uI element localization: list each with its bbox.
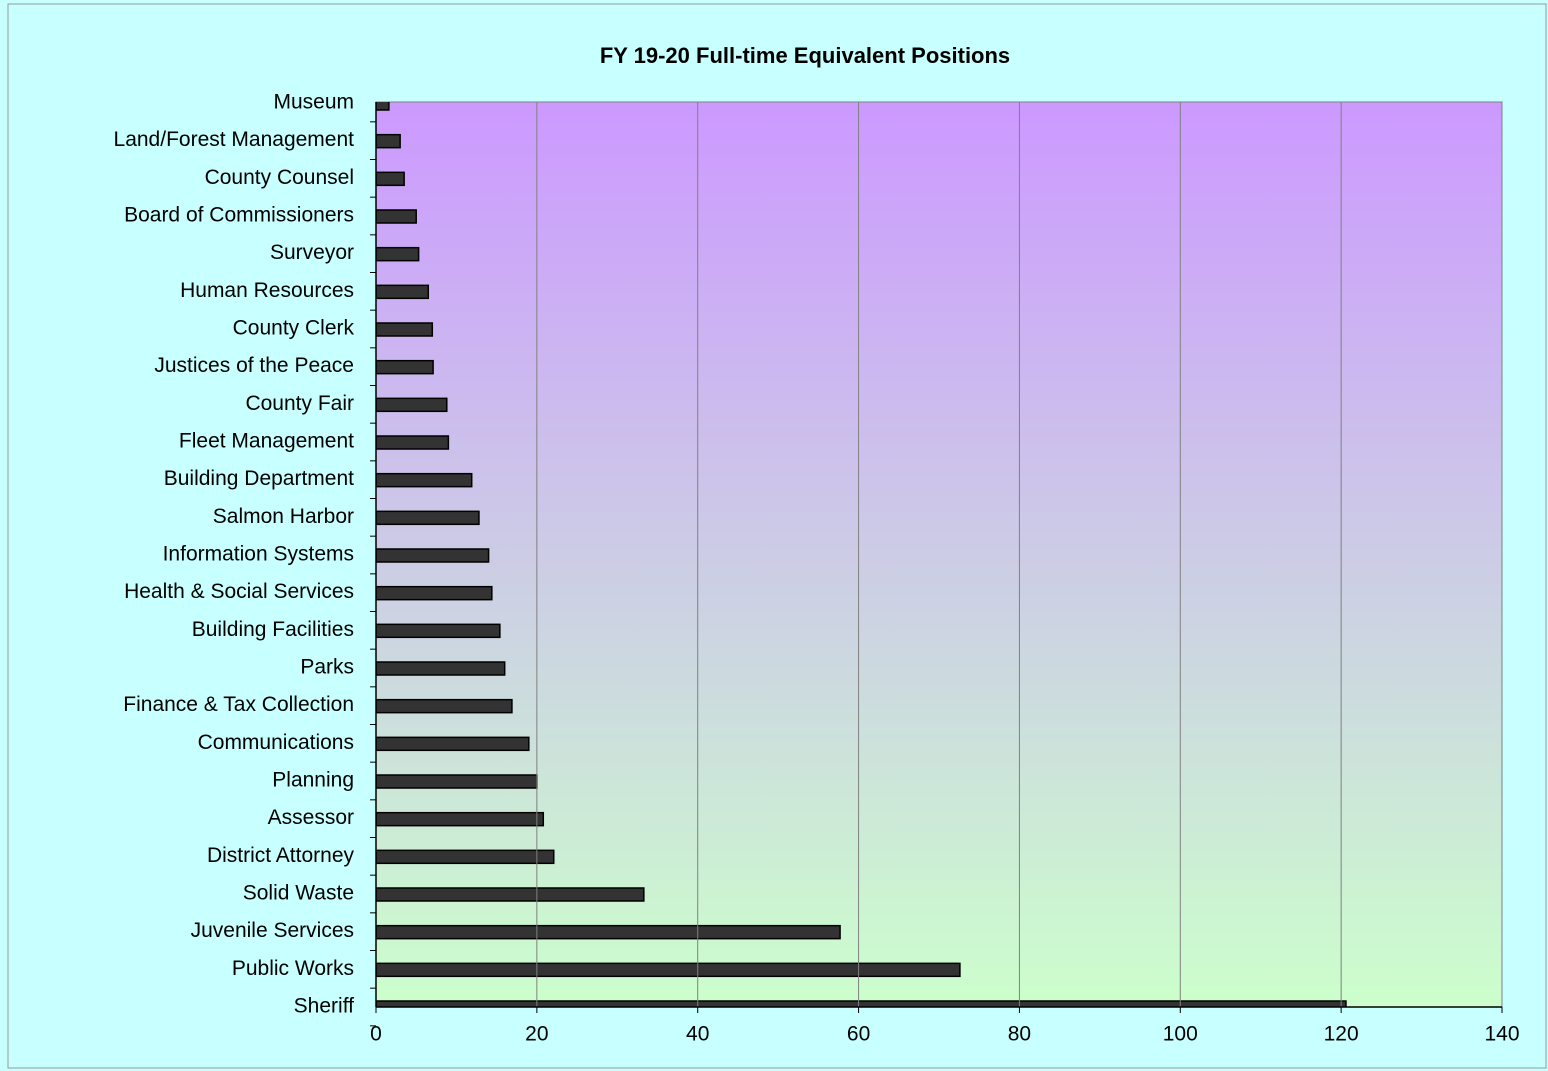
bar [376,322,434,337]
y-tick-label: Sheriff [294,995,354,1018]
y-tick-label: Public Works [232,957,354,980]
y-tick-label: Justices of the Peace [154,354,354,377]
bar [376,698,513,714]
bar [376,397,448,413]
bar [376,811,545,827]
y-tick-label: District Attorney [207,844,355,867]
bar [376,510,480,526]
y-tick-label: Planning [272,769,354,792]
bar [376,171,405,187]
x-tick-label: 60 [847,1023,870,1046]
y-tick-label: Communications [198,731,354,754]
bar [376,924,841,940]
x-tick-label: 140 [1484,1023,1519,1046]
x-tick-label: 100 [1163,1023,1198,1046]
bar [376,102,390,111]
bar [376,284,430,300]
y-tick-label: Fleet Management [179,430,354,453]
y-tick-label: Parks [300,656,354,679]
bar [376,359,434,375]
y-tick-label: Building Department [164,467,354,490]
y-tick-label: County Clerk [233,317,355,340]
plot [376,102,1347,1007]
bar [376,774,538,789]
x-tick-label: 120 [1324,1023,1359,1046]
x-tick-label: 40 [686,1023,709,1046]
bar [376,736,530,752]
bar [376,962,961,978]
y-tick-label: Finance & Tax Collection [123,693,354,716]
y-tick-label: Information Systems [163,543,354,566]
y-tick-label: Museum [273,91,354,114]
plot-area [375,101,1503,1008]
chart-title: FY 19-20 Full-time Equivalent Positions [600,43,1010,68]
y-tick-label: Human Resources [180,279,354,302]
bar [376,849,555,865]
y-tick-label: County Counsel [205,166,354,189]
y-tick-label: Solid Waste [243,882,354,905]
y-tick-label: Salmon Harbor [213,505,354,528]
bar [376,548,490,563]
bar [376,209,417,224]
bar [376,133,401,149]
bar [376,887,645,902]
y-tick-label: Building Facilities [192,618,354,641]
x-tick-label: 0 [370,1023,382,1046]
y-tick-label: Board of Commissioners [124,204,354,227]
bar [376,661,506,676]
bar [376,585,493,601]
y-tick-label: Land/Forest Management [114,128,355,151]
x-tick-label: 80 [1008,1023,1031,1046]
x-tick-label: 20 [525,1023,548,1046]
y-tick-label: Assessor [268,806,354,829]
y-tick-label: Juvenile Services [191,919,354,942]
bar [376,246,420,262]
bar [376,435,450,450]
bar [376,1000,1347,1007]
y-tick-label: Health & Social Services [124,580,354,603]
y-tick-label: County Fair [245,392,354,415]
bar [376,623,501,639]
bar [376,472,473,488]
y-tick-label: Surveyor [270,241,354,264]
